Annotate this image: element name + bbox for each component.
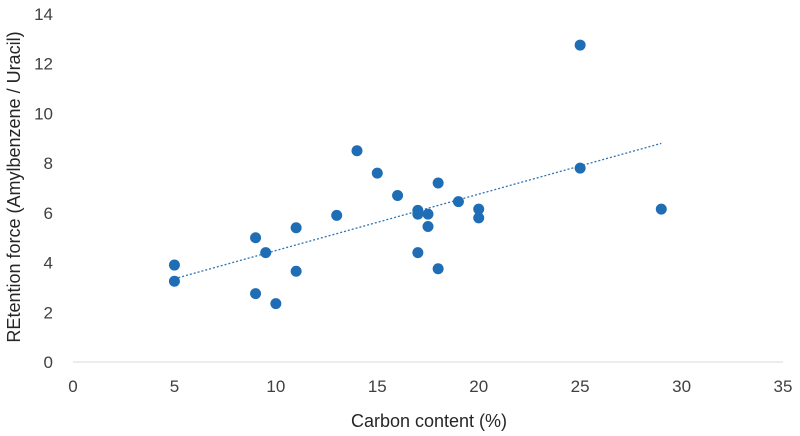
y-tick-label: 6 (44, 204, 53, 223)
data-point (250, 232, 262, 244)
data-point (392, 189, 404, 201)
x-tick-label: 35 (774, 377, 793, 396)
data-point (412, 208, 424, 220)
data-point (574, 39, 586, 51)
data-point (432, 177, 444, 189)
data-point (412, 247, 424, 259)
x-tick-label: 5 (170, 377, 179, 396)
data-point (422, 221, 434, 233)
data-point (168, 259, 180, 271)
data-points (168, 39, 667, 310)
data-point (371, 167, 383, 179)
data-point (473, 212, 485, 224)
x-tick-label: 0 (68, 377, 77, 396)
y-tick-label: 2 (44, 303, 53, 322)
data-point (422, 208, 434, 220)
y-tick-label: 8 (44, 154, 53, 173)
data-point (260, 247, 272, 259)
data-point (331, 209, 343, 221)
y-tick-label: 14 (34, 5, 53, 24)
x-axis-title: Carbon content (%) (351, 411, 507, 431)
data-point (432, 263, 444, 275)
data-point (655, 203, 667, 215)
data-point (168, 275, 180, 287)
y-tick-label: 10 (34, 104, 53, 123)
data-point (250, 288, 262, 300)
x-tick-label: 15 (368, 377, 387, 396)
y-tick-label: 4 (44, 254, 53, 273)
y-tick-label: 0 (44, 353, 53, 372)
x-tick-label: 25 (571, 377, 590, 396)
data-point (270, 298, 282, 310)
tick-labels: 0 5 10 15 20 25 30 35 0 2 4 6 8 10 12 14 (34, 5, 792, 396)
x-tick-label: 10 (266, 377, 285, 396)
x-tick-label: 20 (469, 377, 488, 396)
data-point (290, 265, 302, 277)
data-point (574, 162, 586, 174)
data-point (351, 145, 363, 157)
y-tick-label: 12 (34, 55, 53, 74)
y-axis-title: REtention force (Amylbenzene / Uracil) (4, 31, 24, 342)
x-tick-label: 30 (672, 377, 691, 396)
data-point (452, 196, 464, 208)
data-point (473, 203, 485, 215)
data-point (290, 222, 302, 234)
